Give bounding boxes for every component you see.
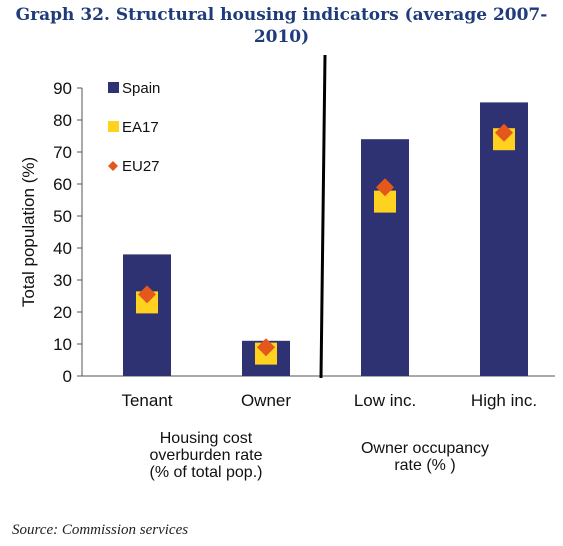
group-label-line: rate (% ) <box>394 457 455 474</box>
group-label-line: (% of total pop.) <box>150 464 263 481</box>
legend-label-spain: Spain <box>122 80 160 97</box>
chart-title: Graph 32. Structural housing indicators … <box>0 4 563 48</box>
marker-eu27 <box>495 123 513 142</box>
marker-ea17 <box>374 190 396 213</box>
y-tick-label: 60 <box>53 175 72 194</box>
source-note: Source: Commission services <box>12 522 189 538</box>
bar-spain <box>361 139 409 376</box>
x-tick-label: High inc. <box>471 391 537 410</box>
chart-title-line-1: Graph 32. Structural housing indicators … <box>15 5 548 25</box>
group-divider <box>319 54 327 379</box>
y-tick-label: 80 <box>53 111 72 130</box>
marker-eu27 <box>376 178 394 197</box>
x-tick-label: Owner <box>241 391 291 410</box>
bar-spain <box>123 254 171 376</box>
legend-label-eu27: EU27 <box>122 158 160 175</box>
x-tick-label: Low inc. <box>354 391 416 410</box>
y-tick-label: 50 <box>53 207 72 226</box>
markers <box>136 123 515 365</box>
x-tick-label: Tenant <box>121 391 172 410</box>
legend: Spain EA17 EU27 <box>108 80 160 175</box>
marker-eu27 <box>257 338 275 357</box>
legend-swatch-spain <box>108 82 119 93</box>
group-label-line: Owner occupancy <box>361 440 489 457</box>
group-label-line: overburden rate <box>150 447 263 464</box>
bars <box>123 102 528 377</box>
y-tick-label: 20 <box>53 303 72 322</box>
legend-label-ea17: EA17 <box>122 119 159 136</box>
y-tick-label: 10 <box>53 335 72 354</box>
labels: 0 10 20 30 40 50 60 70 80 90 Total population (%) T… <box>19 79 537 481</box>
y-axis-label: Total population (%) <box>19 157 38 307</box>
chart-title-line-2: 2010) <box>253 27 310 47</box>
y-tick-label: 40 <box>53 239 72 258</box>
y-tick-label: 30 <box>53 271 72 290</box>
legend-swatch-ea17 <box>108 121 119 132</box>
group-label-line: Housing cost <box>160 430 253 447</box>
y-tick-label: 0 <box>63 367 72 386</box>
legend-swatch-eu27 <box>108 161 118 171</box>
y-tick-label: 90 <box>53 79 72 98</box>
y-tick-label: 70 <box>53 143 72 162</box>
marker-eu27 <box>138 285 156 304</box>
